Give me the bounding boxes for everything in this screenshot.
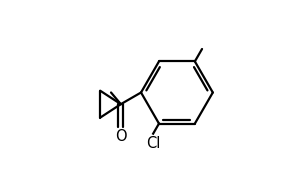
Text: Cl: Cl (146, 136, 160, 151)
Text: O: O (115, 129, 127, 144)
